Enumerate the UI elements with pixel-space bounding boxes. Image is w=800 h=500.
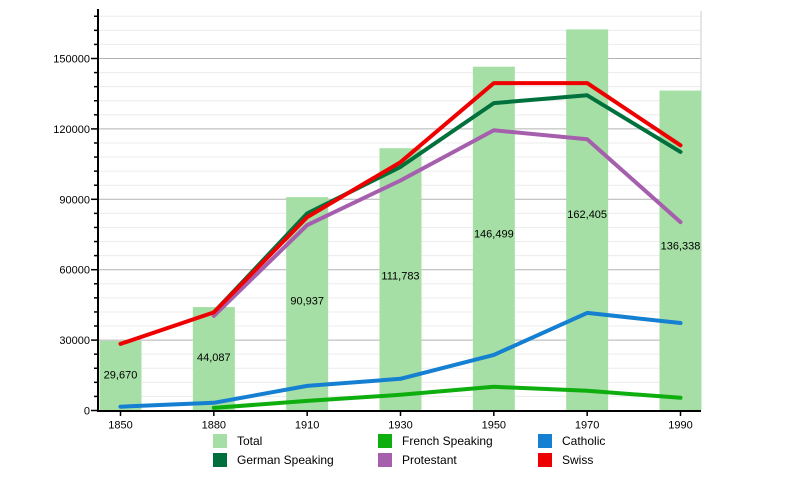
french-speaking-line: [211, 384, 683, 410]
catholic-line: [118, 310, 683, 409]
bar-value-label-1970: 162,405: [567, 209, 607, 221]
legend-column-1: Total German Speaking: [213, 434, 334, 467]
bar-value-label-1950: 146,499: [474, 228, 514, 240]
legend-column-3: Catholic Swiss: [538, 434, 605, 467]
legend-item-german-speaking: German Speaking: [213, 453, 334, 467]
y-axis-label-0: 0: [84, 406, 90, 418]
protestant-swatch: [378, 453, 392, 467]
total-swatch: [213, 434, 227, 448]
bar-value-label-1850: 29,670: [104, 370, 138, 382]
legend-label-swiss: Swiss: [562, 453, 594, 467]
bar-value-label-1910: 90,937: [290, 296, 324, 308]
x-axis-label-1910: 1910: [295, 420, 319, 431]
german-speaking-swatch: [213, 453, 227, 467]
protestant-line: [211, 128, 683, 318]
x-axis-label-1990: 1990: [668, 420, 692, 431]
x-axis-label-1880: 1880: [202, 420, 226, 431]
legend-column-2: French Speaking Protestant: [378, 434, 493, 467]
y-axis-label-150000: 150000: [53, 54, 90, 66]
bar-value-label-1990: 136,338: [661, 241, 701, 253]
legend-label-protestant: Protestant: [402, 453, 457, 467]
chart-legend: Total German Speaking French Speaking Pr…: [0, 431, 800, 479]
legend-label-catholic: Catholic: [562, 434, 606, 448]
legend-item-total: Total: [213, 434, 334, 448]
x-axis-label-1970: 1970: [575, 420, 599, 431]
swiss-swatch: [538, 453, 552, 467]
german-speaking-line: [211, 93, 683, 315]
x-axis-label-1850: 1850: [108, 420, 132, 431]
x-axis-label-1930: 1930: [388, 420, 412, 431]
french-speaking-swatch: [378, 434, 392, 448]
bar-value-label-1930: 111,783: [381, 270, 419, 282]
legend-label-total: Total: [237, 434, 263, 448]
x-axis-label-1950: 1950: [482, 420, 506, 431]
chart-canvas: 29,670 44,087 90,937 111,783 146,499 162,405 1…: [53, 9, 702, 431]
total-bar-1850: [99, 340, 142, 411]
legend-item-swiss: Swiss: [538, 453, 605, 467]
y-axis-label-60000: 60000: [59, 265, 90, 277]
population-chart: 29,670 44,087 90,937 111,783 146,499 162,405 1…: [53, 9, 702, 431]
swiss-line: [118, 81, 683, 346]
legend-label-french-speaking: French Speaking: [402, 434, 493, 448]
legend-label-german-speaking: German Speaking: [237, 453, 334, 467]
total-bar-1880: [192, 307, 235, 411]
legend-item-protestant: Protestant: [378, 453, 493, 467]
total-bar-1930: [379, 148, 422, 411]
legend-item-french-speaking: French Speaking: [378, 434, 493, 448]
y-axis-label-120000: 120000: [53, 124, 90, 136]
bar-value-label-1880: 44,087: [197, 352, 231, 364]
y-axis-label-30000: 30000: [59, 335, 90, 347]
legend-item-catholic: Catholic: [538, 434, 605, 448]
y-axis-label-90000: 90000: [59, 194, 90, 206]
catholic-swatch: [538, 434, 552, 448]
